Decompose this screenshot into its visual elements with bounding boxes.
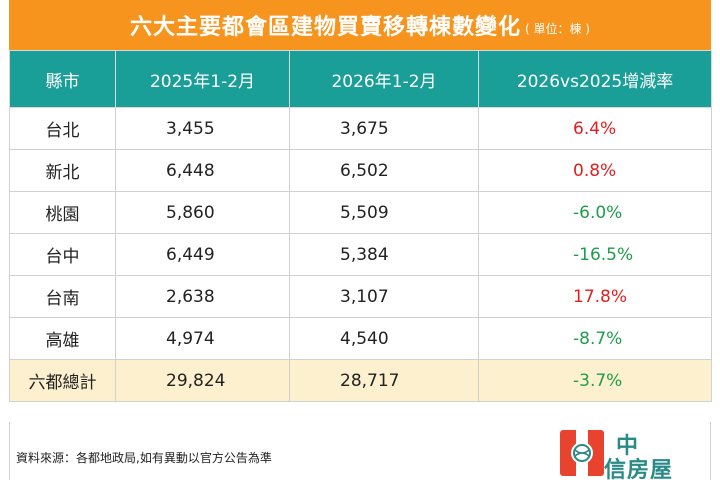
logo-text-top: 中 [616,434,639,459]
change-cell: -8.7% [478,317,712,360]
footer: 資料來源：各都地政局,如有異動以官方公告為準 中 信房屋 [9,422,711,480]
total-row: 六都總計 29,824 28,717 -3.7% [9,359,712,402]
title-bar: 六大主要都會區建物買賣移轉棟數變化 ( 單位：棟 ) [9,0,711,50]
value-2025-cell: 4,974 [115,317,290,360]
table-row: 高雄 4,974 4,540 -8.7% [9,317,712,360]
change-cell: 6.4% [478,107,712,150]
city-cell: 台中 [9,233,116,276]
header-2026: 2026年1-2月 [289,50,479,108]
value-2025-cell: 6,448 [115,149,290,192]
table-row: 台中 6,449 5,384 -16.5% [9,233,712,276]
value-2025-cell: 5,860 [115,191,290,234]
city-cell: 桃園 [9,191,116,234]
total-change-cell: -3.7% [478,359,712,402]
change-cell: -16.5% [478,233,712,276]
city-cell: 高雄 [9,317,116,360]
total-label-cell: 六都總計 [9,359,116,402]
table-row: 桃園 5,860 5,509 -6.0% [9,191,712,234]
table-row: 新北 6,448 6,502 0.8% [9,149,712,192]
value-2025-cell: 2,638 [115,275,290,318]
transfer-table: 縣市 2025年1-2月 2026年1-2月 2026vs2025增減率 台北 … [9,50,712,402]
table-row: 台北 3,455 3,675 6.4% [9,107,712,150]
value-2026-cell: 4,540 [289,317,479,360]
value-2026-cell: 3,107 [289,275,479,318]
change-cell: 0.8% [478,149,712,192]
header-city: 縣市 [9,50,116,108]
total-2026-cell: 28,717 [289,359,479,402]
page-title: 六大主要都會區建物買賣移轉棟數變化 [129,15,521,40]
city-cell: 台北 [9,107,116,150]
unit-label: ( 單位：棟 ) [525,21,590,36]
value-2026-cell: 5,509 [289,191,479,234]
header-change: 2026vs2025增減率 [478,50,712,108]
value-2025-cell: 6,449 [115,233,290,276]
value-2025-cell: 3,455 [115,107,290,150]
value-2026-cell: 3,675 [289,107,479,150]
table-header-row: 縣市 2025年1-2月 2026年1-2月 2026vs2025增減率 [9,50,712,108]
total-2025-cell: 29,824 [115,359,290,402]
change-cell: 17.8% [478,275,712,318]
value-2026-cell: 5,384 [289,233,479,276]
city-cell: 台南 [9,275,116,318]
logo-text-bottom: 信房屋 [604,458,674,480]
change-cell: -6.0% [478,191,712,234]
value-2026-cell: 6,502 [289,149,479,192]
company-logo: 中 信房屋 [560,428,710,480]
logo-mark-icon [560,430,604,476]
source-note: 資料來源：各都地政局,如有異動以官方公告為準 [16,451,272,465]
city-cell: 新北 [9,149,116,192]
header-2025: 2025年1-2月 [115,50,290,108]
table-row: 台南 2,638 3,107 17.8% [9,275,712,318]
